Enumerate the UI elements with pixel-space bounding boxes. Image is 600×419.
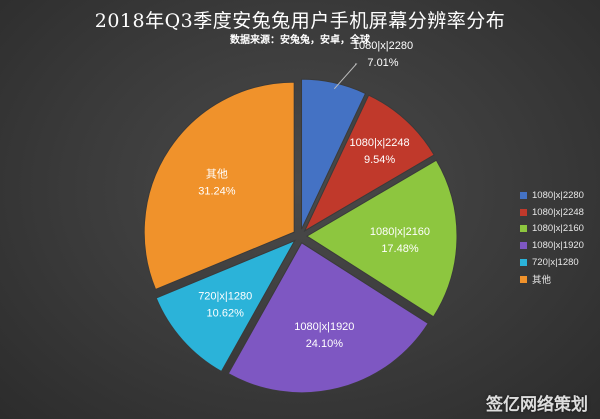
- chart-subtitle: 数据来源：安兔兔，安卓，全球: [230, 35, 370, 46]
- legend-swatch: [520, 275, 527, 283]
- legend-label: 1080|x|2248: [532, 206, 584, 218]
- watermark: 签亿网络策划: [486, 395, 588, 415]
- slice-value-label: 31.24%: [198, 185, 236, 197]
- legend-item: 720|x|1280: [520, 254, 584, 271]
- slice-category-label: 1080|x|1920: [294, 321, 354, 333]
- chart-title: 2018年Q3季度安兔兔用户手机屏幕分辨率分布: [94, 10, 506, 32]
- legend-item: 1080|x|2248: [520, 204, 584, 221]
- legend-label: 720|x|1280: [532, 257, 579, 269]
- pie-slice: [143, 81, 295, 291]
- pie-slice: [306, 159, 458, 318]
- legend-swatch: [520, 208, 527, 216]
- slice-value-label: 24.10%: [306, 338, 344, 350]
- pie-slice: [227, 242, 429, 394]
- legend-item: 其他: [520, 271, 584, 288]
- slice-category-label: 1080|x|2280: [353, 40, 413, 52]
- pie-slice: [303, 94, 435, 233]
- slice-value-label: 10.62%: [207, 307, 245, 319]
- legend-label: 其他: [532, 275, 552, 287]
- legend-swatch: [520, 259, 527, 267]
- slice-value-label: 17.48%: [381, 243, 419, 255]
- legend-item: 1080|x|2160: [520, 221, 584, 238]
- legend-swatch: [520, 225, 527, 233]
- slice-category-label: 1080|x|2248: [350, 137, 410, 149]
- pie-slice: [301, 78, 367, 230]
- legend-swatch: [520, 191, 527, 199]
- leader-line: [333, 63, 358, 90]
- legend-label: 1080|x|2280: [532, 189, 584, 201]
- legend-label: 1080|x|2160: [532, 223, 584, 235]
- slice-category-label: 720|x|1280: [198, 290, 252, 302]
- slice-category-label: 1080|x|2160: [370, 226, 430, 238]
- legend-item: 1080|x|1920: [520, 237, 584, 254]
- slice-value-label: 7.01%: [367, 57, 398, 69]
- pie-slice: [155, 239, 296, 373]
- legend-item: 1080|x|2280: [520, 187, 584, 204]
- legend-swatch: [520, 242, 527, 250]
- slice-value-label: 9.54%: [364, 154, 395, 166]
- legend-label: 1080|x|1920: [532, 240, 584, 252]
- chart-legend: 1080|x|2280 1080|x|2248 1080|x|2160 1080…: [520, 187, 584, 288]
- slice-category-label: 其他: [206, 167, 228, 180]
